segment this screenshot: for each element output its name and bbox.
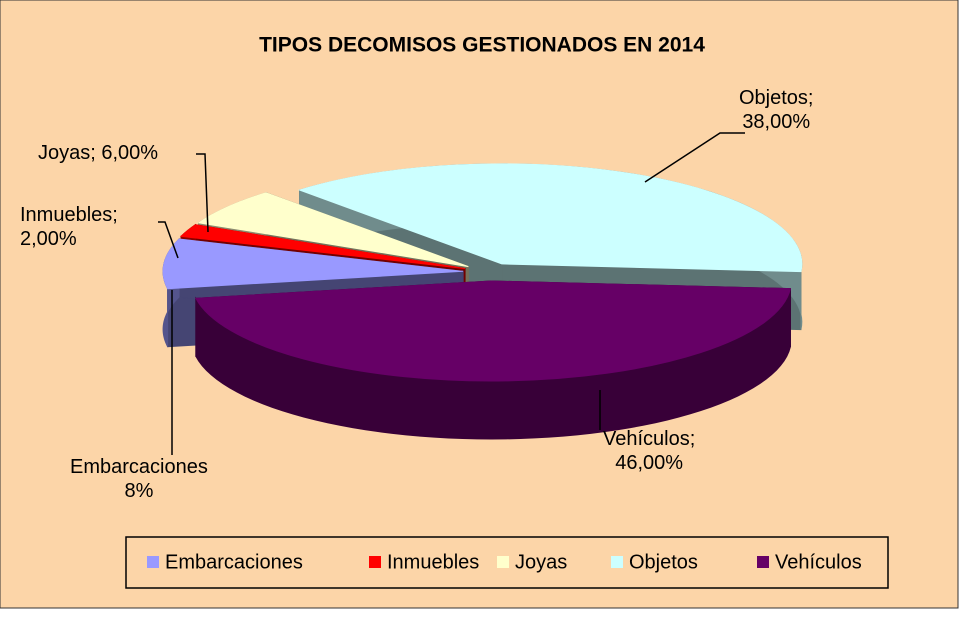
leader-line (158, 221, 179, 259)
leader-lines (158, 132, 745, 455)
data-label: Joyas; 6,00% (38, 142, 159, 164)
legend-label: Joyas (515, 551, 567, 573)
slice (195, 280, 792, 382)
slice (162, 238, 464, 290)
legend-label: Vehículos (775, 551, 862, 573)
leader-line (644, 132, 745, 183)
slice (179, 224, 466, 270)
legend-label: Objetos (629, 551, 698, 573)
legend-swatch (611, 556, 623, 568)
legend-items: Embarcaciones Inmuebles Joyas Objetos Vehícu… (147, 551, 862, 573)
legend-swatch (369, 556, 381, 568)
data-label: Inmuebles; 2,00% (20, 204, 118, 250)
legend-swatch (497, 556, 509, 568)
pie (162, 163, 803, 440)
legend-swatch (147, 556, 159, 568)
data-label: Objetos; 38,00% (739, 87, 814, 133)
leader-line (196, 153, 209, 233)
legend-label: Embarcaciones (165, 551, 303, 573)
data-label: Embarcaciones 8% (70, 456, 208, 502)
data-label: Vehículos; 46,00% (603, 428, 696, 474)
legend-label: Inmuebles (387, 551, 479, 573)
slice (297, 163, 803, 273)
chart-title: TIPOS DECOMISOS GESTIONADOS EN 2014 (259, 34, 705, 57)
legend-swatch (757, 556, 769, 568)
slice (197, 192, 469, 268)
